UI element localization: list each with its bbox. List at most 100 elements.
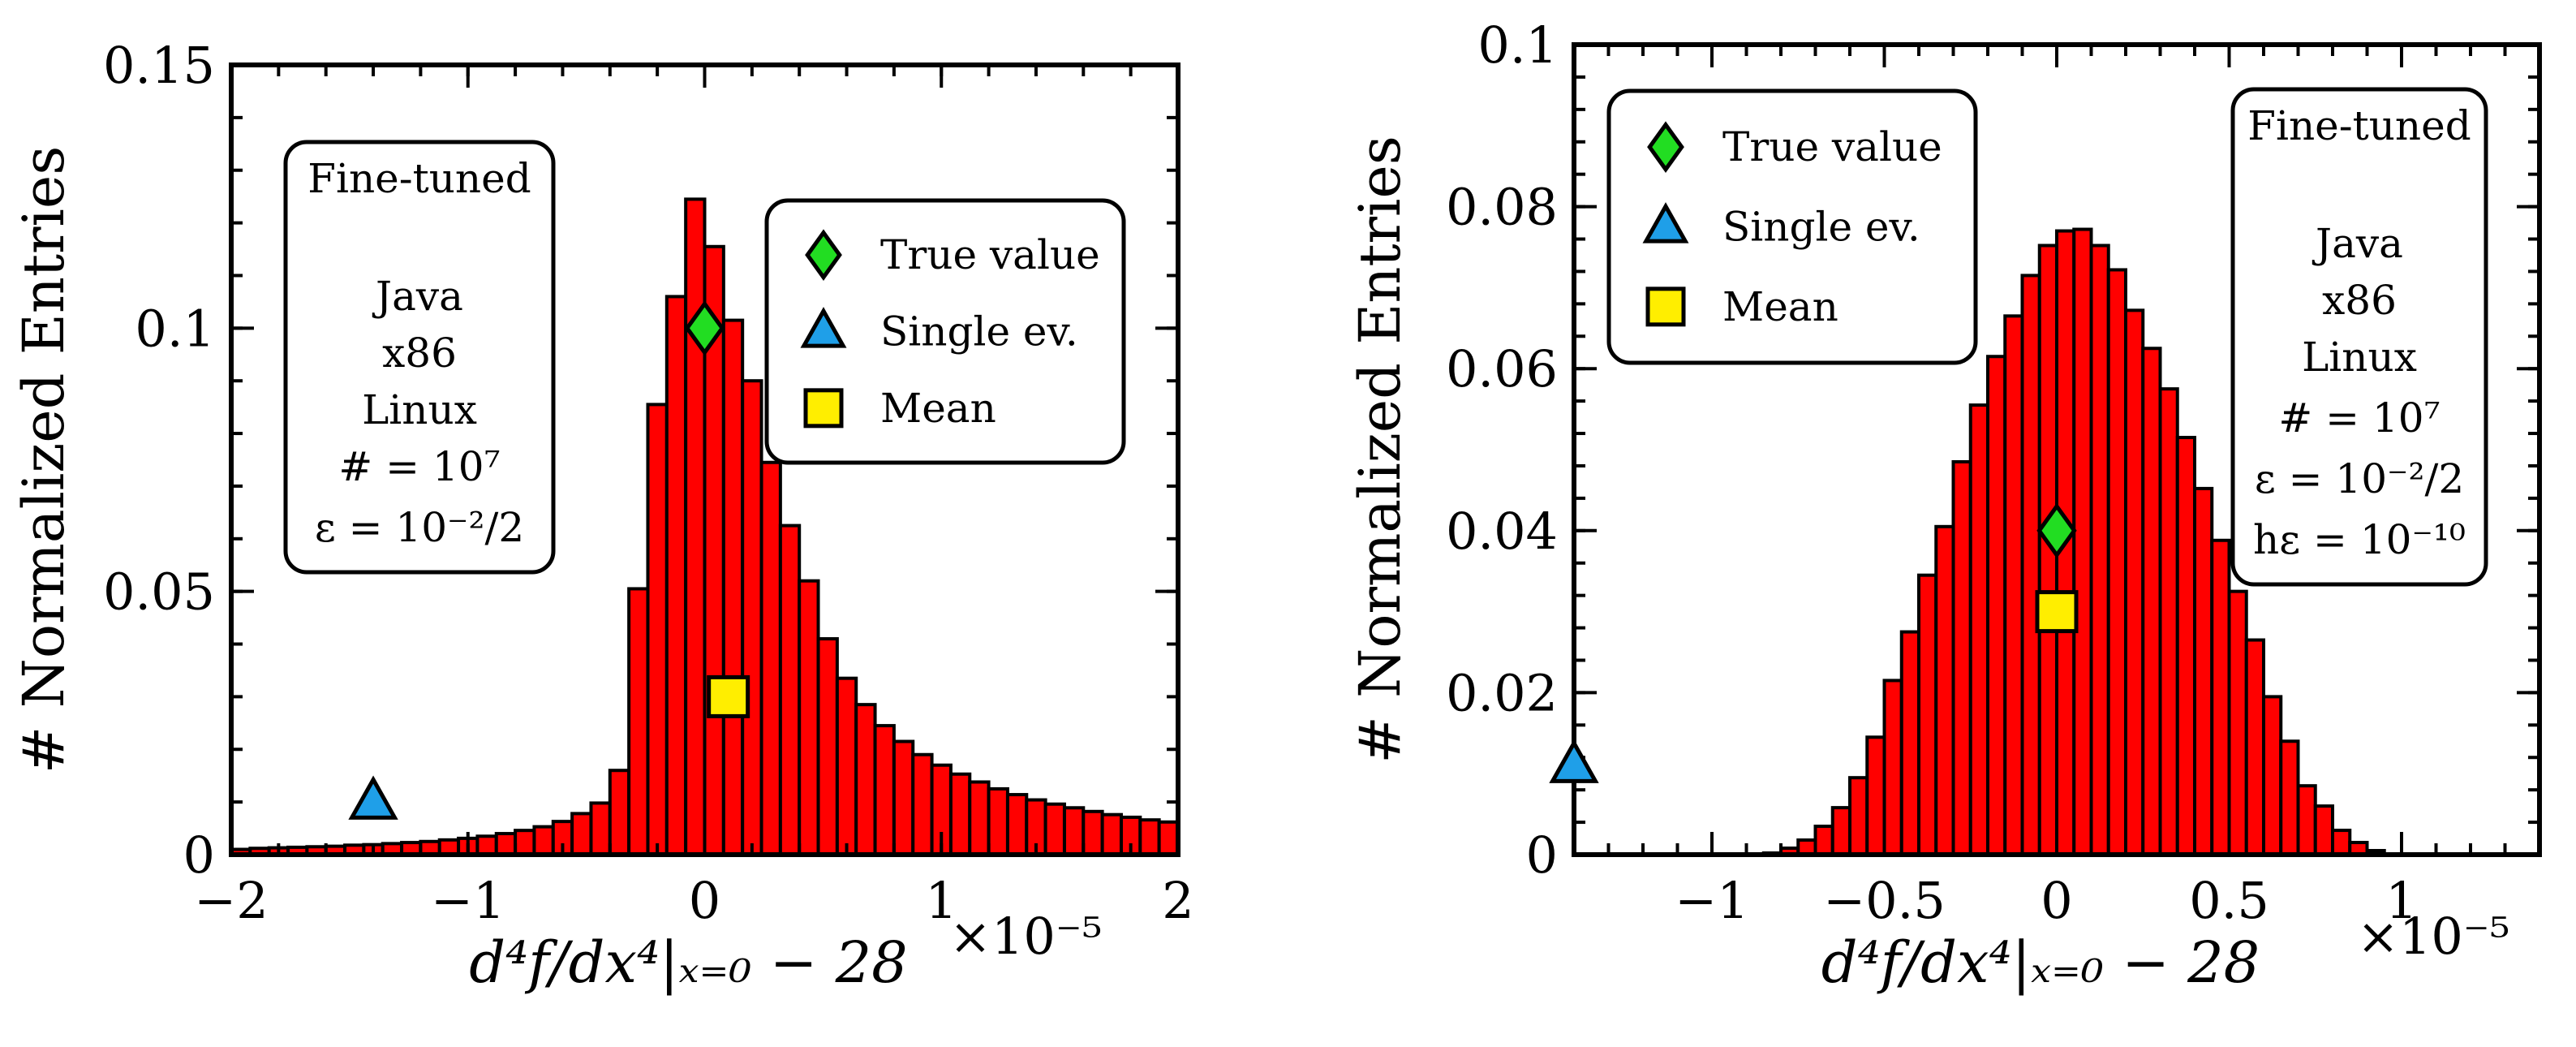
histogram-bar	[2210, 538, 2231, 856]
histogram-bar	[2331, 829, 2352, 856]
true-value-marker	[684, 300, 725, 356]
histogram-bar	[2020, 274, 2041, 856]
legend-entry: Single ev.	[880, 308, 1078, 355]
histogram-bar	[778, 524, 802, 856]
y-tick-label: 0.05	[103, 562, 215, 622]
histogram-bar	[608, 769, 631, 856]
histogram-bar	[1934, 524, 1955, 856]
histogram-bar	[1865, 735, 1886, 856]
chart-right: −1 −0.5 0 0.5 1 0 0.02 0.04 0.06 0.08 0.1 d⁴f/dx⁴|ₓ…	[1347, 15, 2542, 996]
x-tick-label: 1	[926, 871, 957, 930]
legend-mean-icon	[1645, 287, 1686, 327]
legend: True value Single ev. Mean	[1606, 88, 1978, 365]
legend-true-value-icon	[1647, 121, 1684, 173]
y-axis-label: # Normalized Entries	[11, 146, 77, 774]
histogram-bar	[798, 579, 820, 857]
legend-true-value-icon	[805, 229, 842, 281]
x-axis-label: d⁴f/dx⁴|ₓ₌₀ − 28	[1821, 929, 2260, 996]
histogram-bar	[1882, 679, 1903, 856]
info-line: Linux	[2302, 334, 2417, 381]
legend-single-ev-icon	[1642, 202, 1689, 243]
info-line: Java	[372, 273, 463, 320]
y-tick-label: 0.1	[135, 299, 215, 358]
histogram-bar	[646, 403, 669, 856]
markers	[1549, 502, 2079, 783]
histogram-bar	[684, 197, 707, 857]
info-box: Fine-tuned Java x86 Linux # = 10⁷ ε = 10⁻²/2	[283, 140, 556, 575]
mean-marker	[2035, 590, 2079, 634]
histogram-bar	[1986, 355, 2007, 857]
x-tick-label: 0	[689, 871, 720, 930]
histogram-bar	[2175, 436, 2196, 856]
histogram-bar	[741, 379, 763, 856]
info-line: # = 10⁷	[338, 443, 500, 490]
histogram-bar	[1005, 793, 1029, 856]
chart-left: −2 −1 0 1 2 0 0.05 0.1 0.15 d⁴f/dx⁴|ₓ₌₀ − 28 ×10⁻⁵…	[11, 36, 1194, 996]
y-tick-label: 0	[183, 825, 215, 885]
info-line: # = 10⁷	[2278, 394, 2440, 442]
x-tick-label: −1	[431, 871, 505, 930]
histogram-bar	[2158, 387, 2179, 856]
info-line: Java	[2312, 220, 2403, 267]
y-tick-label: 0	[1526, 825, 1558, 885]
histogram-bar	[1813, 825, 1834, 857]
single-ev-marker	[348, 775, 398, 820]
histogram-bar	[2279, 739, 2300, 857]
info-line: ε = 10⁻²/2	[2255, 455, 2464, 502]
info-line: Linux	[362, 386, 477, 433]
legend-entry: Mean	[1722, 283, 1838, 330]
y-tick-label: 0.02	[1446, 663, 1558, 722]
histogram-bar	[721, 318, 745, 856]
histogram-bar	[816, 637, 839, 857]
histogram-bar	[1968, 403, 1989, 856]
histogram-bar	[2106, 268, 2127, 857]
histogram-bar	[1899, 630, 1920, 856]
histogram-bar	[968, 780, 991, 857]
y-tick-label: 0.15	[103, 36, 215, 95]
histogram-bar	[1043, 802, 1066, 857]
histogram-bar	[494, 832, 518, 857]
info-box-frame	[2230, 87, 2488, 587]
bars	[1761, 227, 2386, 857]
markers	[348, 300, 750, 820]
legend-entry: Single ev.	[1722, 204, 1920, 251]
histogram-bar	[2089, 243, 2110, 856]
histogram-bar	[2193, 486, 2214, 856]
histogram-bar	[627, 587, 650, 856]
histogram-bar	[1830, 806, 1851, 857]
x-tick-label: −1	[1675, 871, 1748, 930]
legend-box	[764, 198, 1126, 465]
histogram-bar	[1157, 820, 1180, 856]
histogram-bar	[911, 752, 934, 857]
histogram-bar	[514, 829, 536, 856]
histogram-bar	[2244, 638, 2265, 857]
histogram-bar	[2003, 314, 2024, 856]
histogram-bar	[589, 801, 612, 856]
y-tick-label: 0.04	[1446, 502, 1558, 561]
legend-box	[1606, 88, 1978, 365]
histogram-bar	[532, 825, 555, 856]
histogram-bar	[835, 676, 858, 856]
x-tick-label: −0.5	[1823, 871, 1946, 930]
x-tick-label: 2	[1162, 871, 1193, 930]
histogram-bar	[475, 834, 498, 856]
legend: True value Single ev. Mean	[764, 198, 1126, 465]
histogram-bar	[2227, 589, 2248, 857]
y-axis-label: # Normalized Entries	[1347, 136, 1413, 764]
histogram-bar	[570, 812, 593, 856]
y-tick-label: 0.1	[1477, 15, 1558, 75]
histogram-bar	[948, 772, 972, 857]
legend-entry: True value	[880, 231, 1100, 278]
histogram-bar	[1082, 809, 1104, 856]
histogram-bar	[664, 295, 688, 856]
x-axis-multiplier: ×10⁻⁵	[2357, 907, 2509, 966]
y-tick-label: 0.08	[1446, 178, 1558, 237]
single-ev-marker	[1549, 739, 1599, 783]
info-box-frame	[283, 140, 556, 575]
legend-entry: True value	[1722, 123, 1942, 170]
info-box: Fine-tuned Java x86 Linux # = 10⁷ ε = 10⁻²/2 h…	[2230, 87, 2488, 587]
histogram-bar	[873, 724, 896, 856]
histogram-bar	[1917, 573, 1938, 856]
true-value-marker	[2036, 502, 2077, 559]
